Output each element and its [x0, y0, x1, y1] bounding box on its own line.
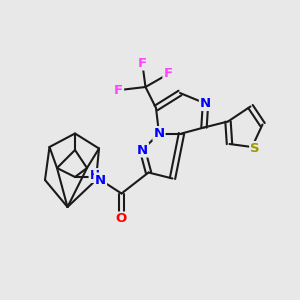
- Text: N: N: [153, 127, 165, 140]
- Text: F: F: [114, 83, 123, 97]
- Text: F: F: [164, 67, 172, 80]
- Text: O: O: [116, 212, 127, 226]
- Text: H: H: [89, 169, 100, 182]
- Text: S: S: [250, 142, 260, 155]
- Text: F: F: [138, 56, 147, 70]
- Text: N: N: [200, 97, 211, 110]
- Text: N: N: [95, 173, 106, 187]
- Text: N: N: [137, 143, 148, 157]
